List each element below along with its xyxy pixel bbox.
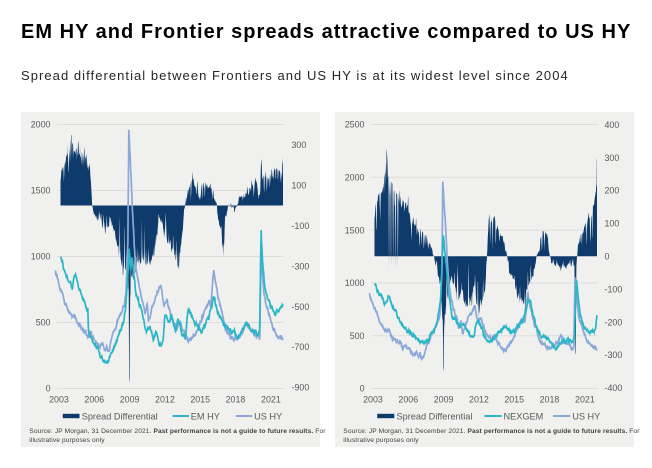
svg-text:2500: 2500 <box>345 120 365 130</box>
svg-text:-400: -400 <box>605 383 623 393</box>
svg-text:-100: -100 <box>605 284 623 294</box>
svg-text:1500: 1500 <box>345 225 365 235</box>
svg-text:US HY: US HY <box>254 411 282 421</box>
svg-text:500: 500 <box>36 318 51 328</box>
svg-text:2003: 2003 <box>49 395 69 405</box>
svg-text:EM HY: EM HY <box>191 411 220 421</box>
svg-text:2009: 2009 <box>434 395 454 405</box>
svg-text:-100: -100 <box>292 221 310 231</box>
svg-text:1000: 1000 <box>345 278 365 288</box>
svg-text:Spread Differential: Spread Differential <box>397 411 473 421</box>
svg-text:300: 300 <box>605 153 620 163</box>
svg-text:200: 200 <box>605 186 620 196</box>
svg-text:-200: -200 <box>605 317 623 327</box>
svg-text:1000: 1000 <box>31 252 51 262</box>
svg-text:-300: -300 <box>292 261 310 271</box>
svg-text:2018: 2018 <box>226 395 246 405</box>
svg-text:2012: 2012 <box>469 395 489 405</box>
svg-text:300: 300 <box>292 140 307 150</box>
svg-text:100: 100 <box>292 181 307 191</box>
svg-text:-700: -700 <box>292 342 310 352</box>
svg-text:1500: 1500 <box>31 186 51 196</box>
svg-text:100: 100 <box>605 219 620 229</box>
svg-text:2006: 2006 <box>398 395 418 405</box>
svg-text:2021: 2021 <box>261 395 281 405</box>
svg-text:2015: 2015 <box>504 395 524 405</box>
svg-text:Spread Differential: Spread Differential <box>82 411 158 421</box>
svg-text:2015: 2015 <box>190 395 210 405</box>
svg-text:0: 0 <box>605 252 610 262</box>
svg-text:2000: 2000 <box>345 173 365 183</box>
svg-text:-300: -300 <box>605 350 623 360</box>
svg-text:2000: 2000 <box>31 120 51 130</box>
svg-text:NEXGEM: NEXGEM <box>504 411 544 421</box>
svg-text:US HY: US HY <box>572 411 600 421</box>
svg-text:2021: 2021 <box>575 395 595 405</box>
svg-text:400: 400 <box>605 120 620 130</box>
svg-text:2003: 2003 <box>363 395 383 405</box>
svg-text:0: 0 <box>46 384 51 394</box>
svg-text:2012: 2012 <box>155 395 175 405</box>
svg-text:-900: -900 <box>292 383 310 393</box>
svg-text:2018: 2018 <box>540 395 560 405</box>
svg-text:-500: -500 <box>292 302 310 312</box>
svg-text:2006: 2006 <box>84 395 104 405</box>
svg-text:2009: 2009 <box>120 395 140 405</box>
svg-text:0: 0 <box>360 384 365 394</box>
svg-text:500: 500 <box>350 331 365 341</box>
